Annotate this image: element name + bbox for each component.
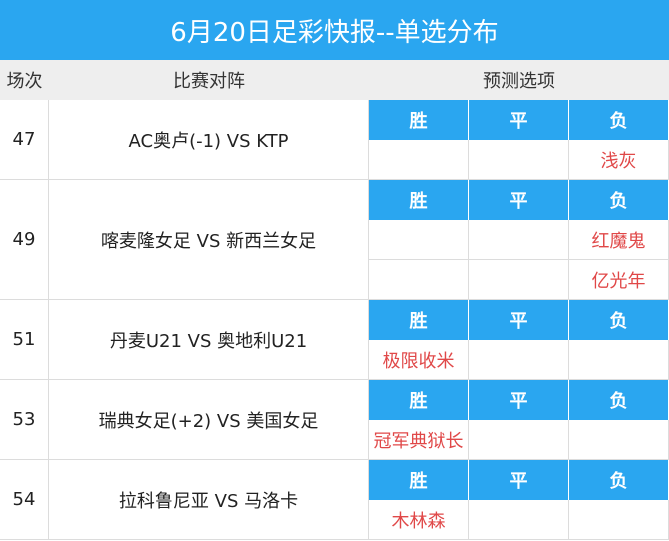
pick-cell-empty bbox=[469, 340, 569, 380]
pick-label: 亿光年 bbox=[569, 260, 669, 300]
pick-cell-empty bbox=[469, 500, 569, 540]
pick-cell-empty bbox=[369, 260, 469, 300]
match-name: AC奥卢(-1) VS KTP bbox=[49, 100, 369, 180]
option-header-win: 胜 bbox=[369, 300, 469, 340]
round-number: 47 bbox=[0, 100, 49, 180]
pick-label: 红魔鬼 bbox=[569, 220, 669, 260]
header-match: 比赛对阵 bbox=[49, 60, 369, 100]
pick-cell-empty bbox=[469, 420, 569, 460]
option-header-draw: 平 bbox=[469, 460, 569, 500]
pick-cell-empty bbox=[369, 220, 469, 260]
pick-cell-empty bbox=[469, 140, 569, 180]
option-header-win: 胜 bbox=[369, 100, 469, 140]
header-round: 场次 bbox=[0, 60, 49, 100]
header-prediction: 预测选项 bbox=[369, 60, 669, 100]
match-name: 拉科鲁尼亚 VS 马洛卡 bbox=[49, 460, 369, 540]
round-number: 53 bbox=[0, 380, 49, 460]
option-header-win: 胜 bbox=[369, 380, 469, 420]
pick-cell-empty bbox=[469, 260, 569, 300]
round-number: 49 bbox=[0, 180, 49, 300]
match-name: 丹麦U21 VS 奥地利U21 bbox=[49, 300, 369, 380]
option-header-lose: 负 bbox=[569, 180, 669, 220]
option-header-draw: 平 bbox=[469, 380, 569, 420]
pick-label: 极限收米 bbox=[369, 340, 469, 380]
option-header-lose: 负 bbox=[569, 300, 669, 340]
pick-cell-empty bbox=[369, 140, 469, 180]
pick-cell-empty bbox=[469, 220, 569, 260]
option-header-draw: 平 bbox=[469, 300, 569, 340]
pick-cell-empty bbox=[569, 340, 669, 380]
pick-cell-empty bbox=[569, 500, 669, 540]
option-header-draw: 平 bbox=[469, 180, 569, 220]
pick-label: 浅灰 bbox=[569, 140, 669, 180]
match-name: 喀麦隆女足 VS 新西兰女足 bbox=[49, 180, 369, 300]
option-header-win: 胜 bbox=[369, 180, 469, 220]
pick-label: 冠军典狱长 bbox=[369, 420, 469, 460]
page-title: 6月20日足彩快报--单选分布 bbox=[0, 0, 669, 60]
pick-label: 木林森 bbox=[369, 500, 469, 540]
option-header-draw: 平 bbox=[469, 100, 569, 140]
option-header-lose: 负 bbox=[569, 460, 669, 500]
round-number: 51 bbox=[0, 300, 49, 380]
option-header-lose: 负 bbox=[569, 380, 669, 420]
option-header-lose: 负 bbox=[569, 100, 669, 140]
pick-cell-empty bbox=[569, 420, 669, 460]
option-header-win: 胜 bbox=[369, 460, 469, 500]
match-name: 瑞典女足(+2) VS 美国女足 bbox=[49, 380, 369, 460]
round-number: 54 bbox=[0, 460, 49, 540]
